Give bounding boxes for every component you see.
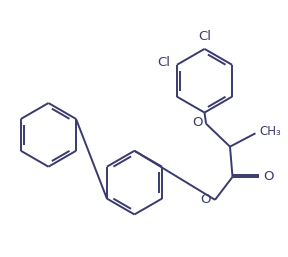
Text: O: O xyxy=(264,170,274,183)
Text: O: O xyxy=(192,116,202,129)
Text: Cl: Cl xyxy=(157,56,170,69)
Text: Cl: Cl xyxy=(198,30,211,43)
Text: O: O xyxy=(201,193,211,206)
Text: CH₃: CH₃ xyxy=(259,125,281,138)
